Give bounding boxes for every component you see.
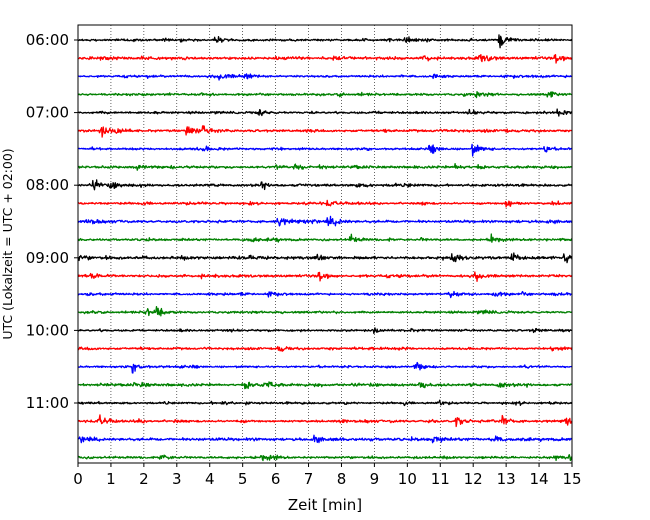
seismic-trace (77, 143, 573, 157)
seismic-trace (77, 305, 573, 317)
x-tick-label: 11 (431, 470, 450, 488)
seismic-trace (77, 125, 573, 138)
x-tick-label: 10 (398, 470, 417, 488)
x-tick-label: 2 (139, 470, 149, 488)
y-tick-label: 07:00 (26, 104, 69, 122)
seismic-trace (77, 454, 573, 462)
seismic-trace (77, 327, 573, 335)
plot-frame (77, 24, 573, 464)
y-axis: 06:00 07:00 08:00 09:00 10:00 11:00 (26, 31, 78, 412)
x-tick-label: 3 (172, 470, 182, 488)
seismic-trace (77, 290, 573, 299)
seismic-trace (77, 361, 573, 374)
x-tick-label: 7 (304, 470, 314, 488)
y-tick-label: 08:00 (26, 176, 69, 194)
y-tick-label: 09:00 (26, 249, 69, 267)
y-axis-label: UTC (Lokalzeit = UTC + 02:00) (0, 148, 15, 339)
x-tick-label: 8 (337, 470, 347, 488)
seismic-trace (77, 54, 573, 64)
x-tick-label: 14 (530, 470, 549, 488)
x-tick-label: 1 (106, 470, 116, 488)
seismic-trace (77, 345, 573, 352)
seismic-trace (77, 434, 573, 444)
seismic-trace (77, 271, 573, 282)
seismic-trace (77, 34, 573, 49)
seismic-trace (77, 108, 573, 117)
seismic-trace (77, 162, 573, 171)
seismic-trace (77, 381, 573, 390)
x-tick-label: 15 (562, 470, 581, 488)
y-tick-label: 06:00 (26, 31, 69, 49)
x-tick-label: 13 (497, 470, 516, 488)
x-axis-label: Zeit [min] (288, 496, 362, 514)
seismic-trace (77, 252, 573, 264)
x-tick-label: 9 (370, 470, 380, 488)
seismic-trace (77, 73, 573, 81)
seismic-trace (77, 233, 573, 243)
seismic-trace (77, 215, 573, 227)
traces (77, 34, 573, 462)
x-tick-label: 12 (464, 470, 483, 488)
seismic-trace (77, 90, 573, 99)
x-tick-label: 6 (271, 470, 281, 488)
x-tick-label: 0 (73, 470, 83, 488)
seismic-trace (77, 399, 573, 407)
y-tick-label: 10:00 (26, 321, 69, 339)
x-tick-label: 5 (238, 470, 248, 488)
vertical-grid (110, 25, 540, 463)
seismic-trace (77, 179, 573, 191)
seismic-trace (77, 199, 573, 208)
x-axis: 0 1 2 3 4 5 6 7 8 9 10 11 12 13 14 15 (73, 463, 582, 488)
x-tick-label: 4 (205, 470, 215, 488)
seismic-trace (77, 414, 573, 428)
y-tick-label: 11:00 (26, 394, 69, 412)
